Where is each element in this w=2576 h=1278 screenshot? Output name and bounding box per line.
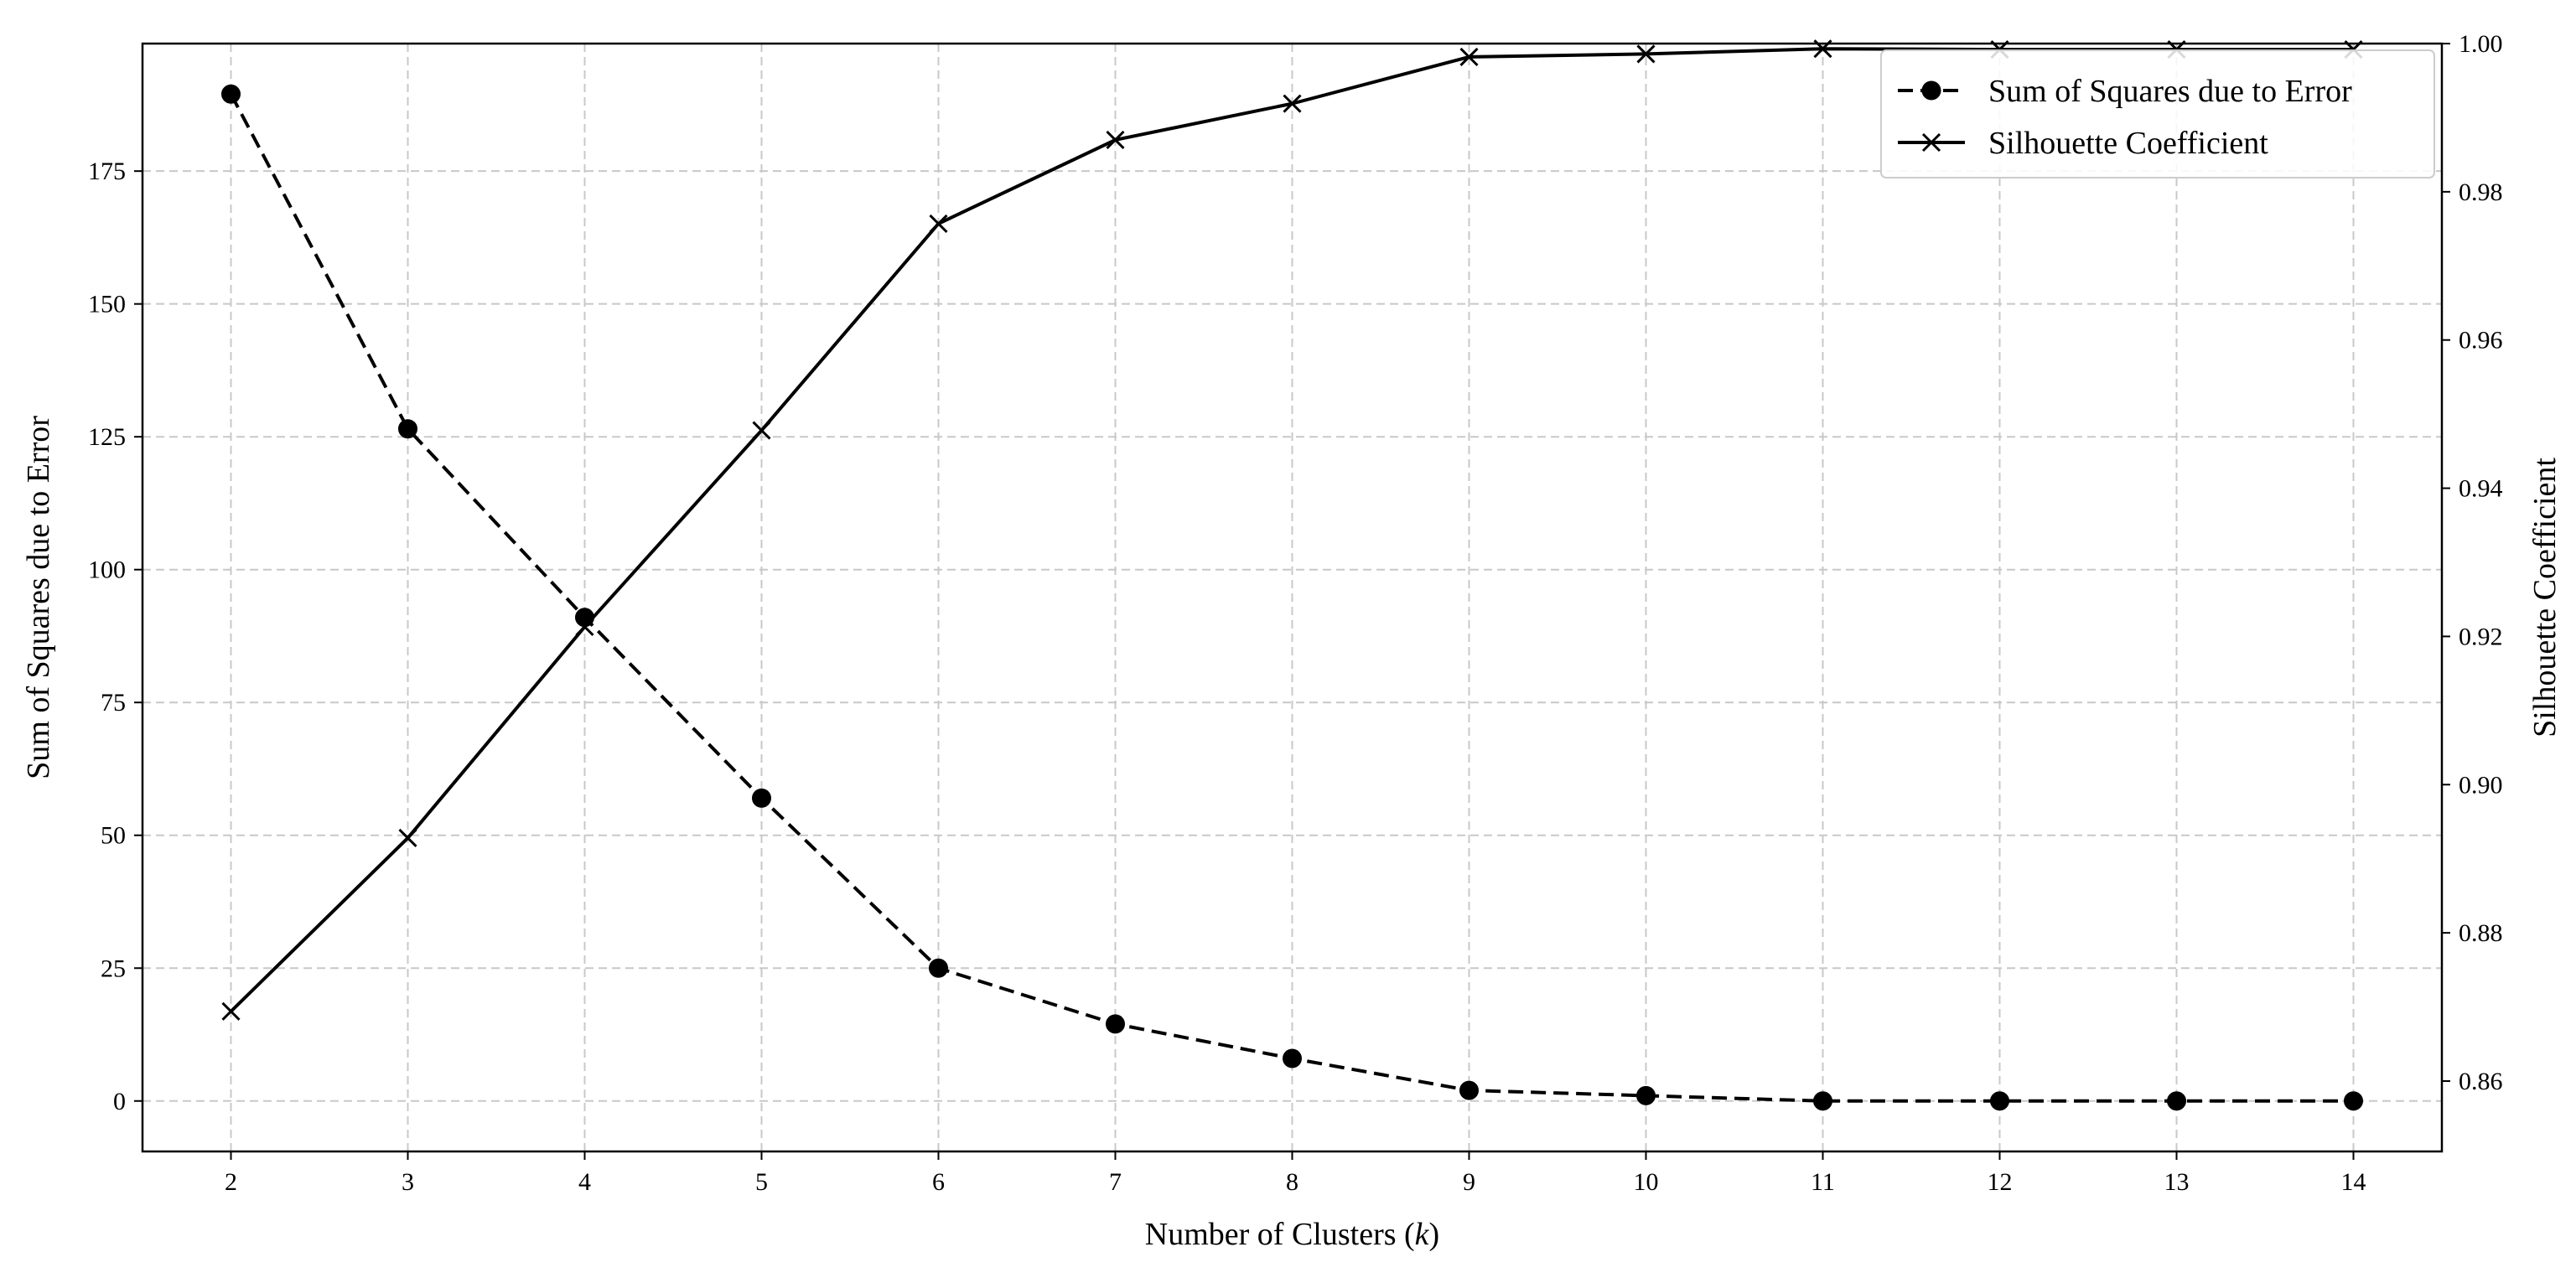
legend-marker-silhouette [1921,132,1941,153]
y-right-tick-label: 0.94 [2459,475,2503,503]
y-left-axis-label: Sum of Squares due to Error [21,416,56,779]
x-tick-label: 10 [1634,1168,1659,1196]
marker-x-stroke-b [1283,94,1302,113]
y-right-tick-label: 0.90 [2459,771,2503,799]
data-point-sse [1106,1014,1125,1034]
x-tick-label: 4 [578,1168,591,1196]
data-point-sse [1283,1048,1302,1068]
y-left-tick-label: 0 [113,1088,126,1115]
data-point-sse [752,788,771,808]
marker-x-stroke-b [929,214,948,233]
x-tick-label: 6 [932,1168,945,1196]
y-right-tick-label: 0.86 [2459,1068,2503,1095]
legend-marker-sse [1921,80,1941,101]
x-axis-label: Number of Clusters (k) [1145,1217,1439,1252]
data-point-silhouette [1283,94,1302,113]
y-left-tick-label: 150 [88,291,126,318]
x-tick-label: 3 [402,1168,414,1196]
data-point-silhouette [929,214,948,233]
marker-x-stroke-b [752,421,771,440]
y-right-tick-label: 1.00 [2459,30,2503,58]
data-point-silhouette [1459,47,1479,66]
data-point-silhouette [398,828,417,848]
data-point-silhouette [1106,130,1125,150]
marker-x-stroke-b [221,1001,241,1021]
legend-items: Sum of Squares due to Error Silhouette Co… [1898,74,2352,161]
data-point-sse [2344,1091,2363,1111]
data-point-silhouette [1636,44,1656,64]
y-right-axis-label: Silhouette Coefficient [2527,458,2563,737]
marker-x-stroke-b [1921,132,1941,153]
legend-label-sse: Sum of Squares due to Error [1988,74,2352,109]
marker-x-stroke-b [1636,44,1656,64]
y-left-tick-label: 175 [88,158,126,185]
data-point-silhouette [575,617,594,636]
x-tick-label: 14 [2341,1168,2366,1196]
ticks-layer: 2 3 4 5 6 7 8 9 10 11 12 13 14 0 25 50 75 100 125 150 175 0.8… [88,30,2503,1196]
x-tick-label: 9 [1463,1168,1475,1196]
y-right-tick-label: 0.88 [2459,919,2503,947]
data-point-sse [2167,1091,2186,1111]
y-right-tick-label: 0.92 [2459,623,2503,650]
legend-box [1880,49,2435,179]
y-left-tick-label: 75 [101,689,126,717]
y-left-tick-label: 100 [88,556,126,584]
data-point-sse [1636,1085,1656,1105]
marker-x-stroke-b [1459,47,1479,66]
grid-layer [143,44,2442,1151]
x-tick-label: 12 [1988,1168,2013,1196]
y-left-tick-label: 50 [101,822,126,850]
x-tick-label: 8 [1286,1168,1298,1196]
marker-x-stroke-b [1106,130,1125,150]
marker-x-stroke-b [398,828,417,848]
x-tick-label: 11 [1811,1168,1835,1196]
data-point-silhouette [752,421,771,440]
legend-label-silhouette: Silhouette Coefficient [1988,126,2268,161]
legend: Sum of Squares due to Error Silhouette Co… [1880,49,2435,179]
y-right-tick-label: 0.96 [2459,327,2503,354]
data-point-sse [929,958,948,978]
data-point-sse [1813,1091,1832,1111]
marker-x-stroke-b [575,617,594,636]
x-tick-label: 5 [755,1168,768,1196]
y-right-tick-label: 0.98 [2459,179,2503,206]
data-point-sse [1459,1080,1479,1100]
data-point-sse [398,419,417,439]
data-point-silhouette [221,1001,241,1021]
y-left-tick-label: 125 [88,423,126,451]
y-left-tick-label: 25 [101,955,126,982]
x-tick-label: 13 [2164,1168,2190,1196]
data-point-sse [221,84,241,104]
data-point-sse [1990,1091,2009,1111]
x-tick-label: 7 [1109,1168,1122,1196]
x-tick-label: 2 [225,1168,237,1196]
